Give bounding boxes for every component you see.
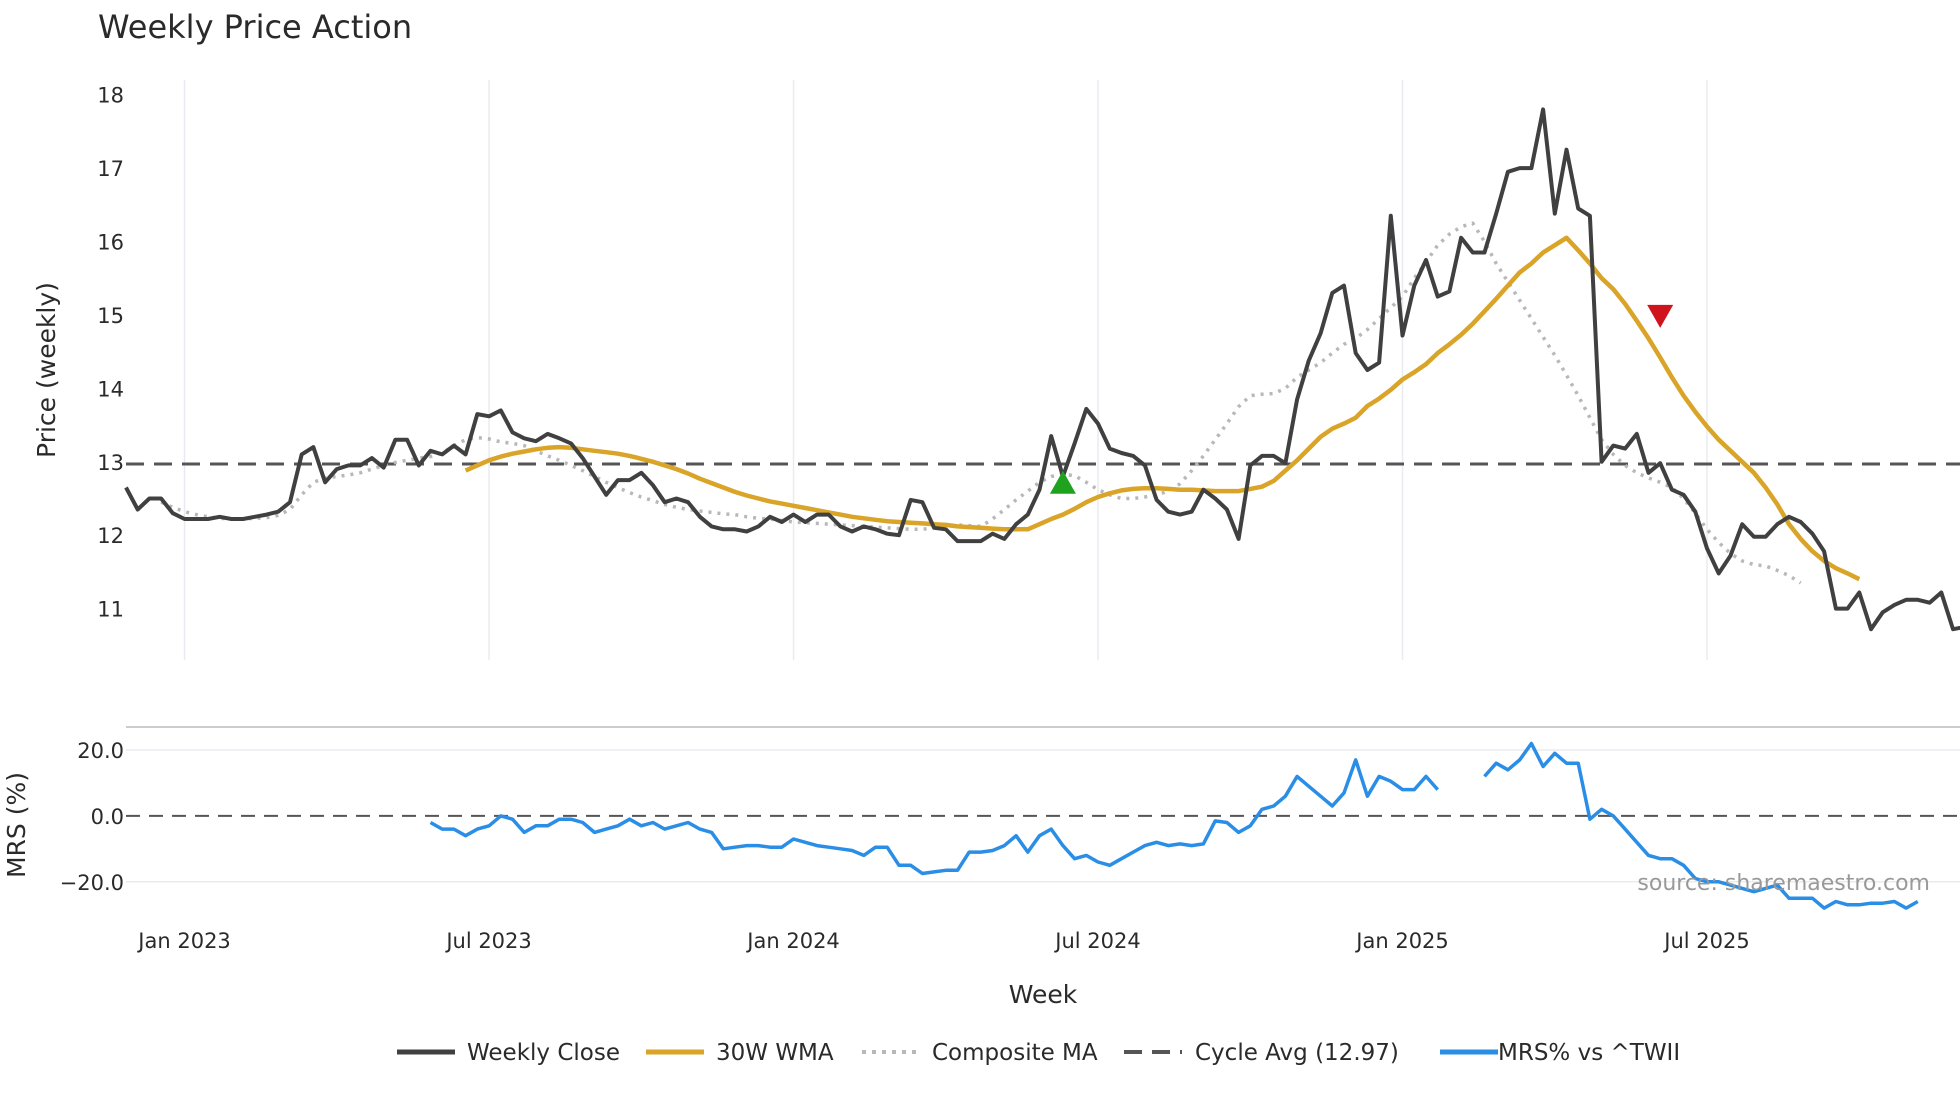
price-y-tick-label: 14 [97,377,124,401]
price-y-tick-label: 15 [97,304,124,328]
price-y-axis: 11 12 13 14 15 16 17 18 [97,84,124,622]
price-y-tick-label: 12 [97,524,124,548]
series-weekly-close [124,107,1960,632]
series-layer [124,107,1960,910]
series-mrs-vs-twii [1483,741,1919,910]
x-tick-label: Jan 2025 [1354,929,1449,953]
mrs-y-tick-label: −20.0 [60,871,124,895]
mrs-y-tick-label: 20.0 [77,739,124,763]
x-tick-label: Jul 2024 [1053,929,1140,953]
x-tick-label: Jan 2023 [136,929,231,953]
price-y-tick-label: 11 [97,598,124,622]
price-y-axis-title: Price (weekly) [32,282,61,458]
x-tick-label: Jul 2023 [444,929,531,953]
price-y-tick-label: 13 [97,451,124,475]
x-tick-label: Jul 2025 [1662,929,1749,953]
legend-label-30w-wma[interactable]: 30W WMA [716,1040,834,1066]
grid-lines [126,80,1960,883]
price-y-tick-label: 16 [97,231,124,255]
legend-label-cycle-avg[interactable]: Cycle Avg (12.97) [1195,1040,1399,1066]
price-y-tick-label: 18 [97,84,124,108]
series-mrs-vs-twii [429,758,1440,876]
sell-signal-marker [1647,304,1674,328]
source-note: source: sharemaestro.com [1637,871,1930,896]
mrs-y-tick-label: 0.0 [91,805,124,829]
legend: Weekly Close 30W WMA Composite MA Cycle … [397,1040,1680,1066]
x-axis: Jan 2023 Jul 2023 Jan 2024 Jul 2024 Jan 2025… [136,929,1749,953]
mrs-y-axis-title: MRS (%) [2,772,31,878]
mrs-y-axis: 20.0 0.0 −20.0 [60,739,124,895]
legend-label-composite-ma[interactable]: Composite MA [932,1040,1098,1066]
series-30w-wma [464,235,1861,582]
legend-label-mrs[interactable]: MRS% vs ^TWII [1498,1040,1680,1066]
buy-signal-marker [1049,470,1076,494]
chart-title: Weekly Price Action [98,8,412,46]
price-y-tick-label: 17 [97,157,124,181]
x-tick-label: Jan 2024 [745,929,840,953]
legend-label-weekly-close[interactable]: Weekly Close [467,1040,620,1066]
signal-markers [1049,304,1674,494]
x-axis-title: Week [1009,980,1078,1009]
